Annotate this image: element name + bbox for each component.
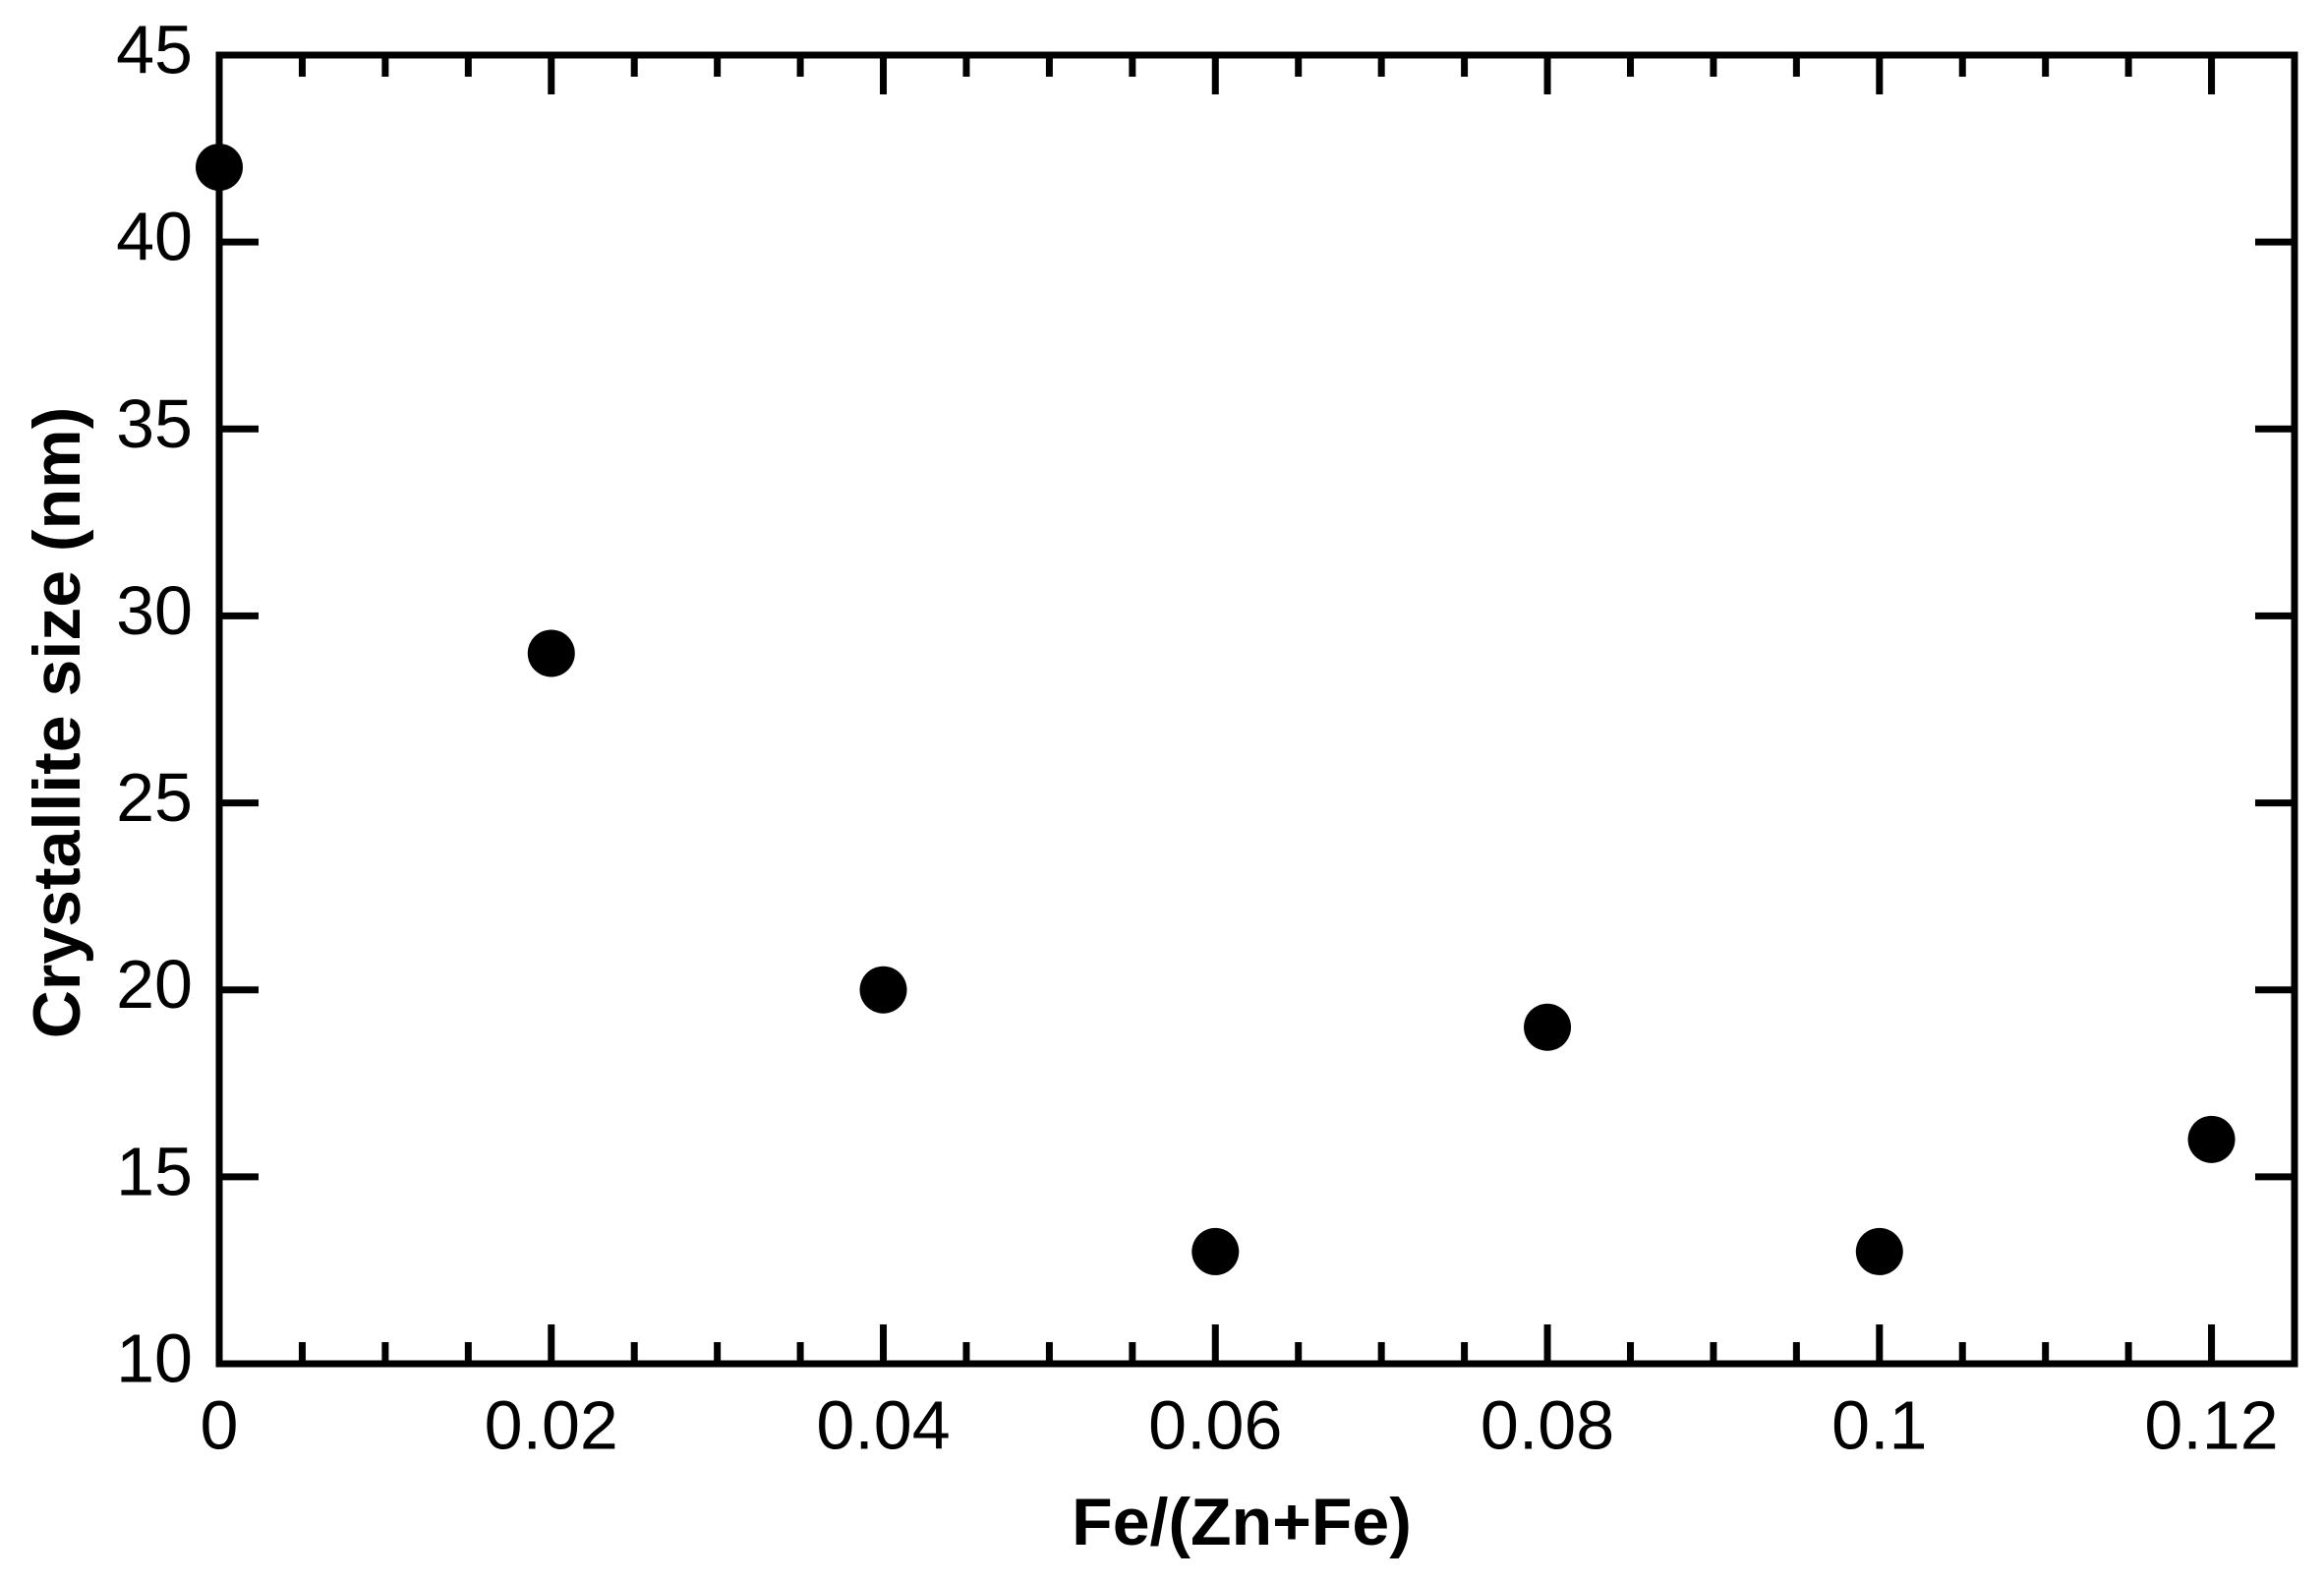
x-tick-label: 0.12 — [2144, 1386, 2278, 1463]
y-tick-label: 25 — [116, 759, 193, 836]
point — [2187, 1115, 2236, 1163]
x-tick-label: 0.1 — [1831, 1386, 1927, 1463]
point — [1855, 1227, 1903, 1275]
y-tick-label: 40 — [116, 199, 193, 275]
x-tick-label: 0.08 — [1481, 1386, 1614, 1463]
y-tick-label: 35 — [116, 385, 193, 462]
y-tick-label: 30 — [116, 572, 193, 649]
point — [196, 144, 243, 192]
y-tick-label: 20 — [116, 946, 193, 1023]
plot-frame — [215, 51, 2298, 1368]
x-tick-label: 0.06 — [1148, 1386, 1282, 1463]
point — [1524, 1003, 1572, 1051]
y-tick-label: 45 — [116, 11, 193, 88]
y-axis-label: Crystallite size (nm) — [20, 407, 94, 1038]
y-tick-label: 10 — [116, 1320, 193, 1396]
y-tick-label: 15 — [116, 1133, 193, 1209]
point — [1191, 1227, 1240, 1275]
point — [527, 629, 575, 677]
x-axis-label: Fe/(Zn+Fe) — [1072, 1485, 1412, 1559]
x-tick-label: 0.02 — [485, 1386, 618, 1463]
point — [859, 966, 907, 1014]
x-tick-label: 0.04 — [816, 1386, 950, 1463]
x-tick-label: 0 — [201, 1386, 239, 1463]
